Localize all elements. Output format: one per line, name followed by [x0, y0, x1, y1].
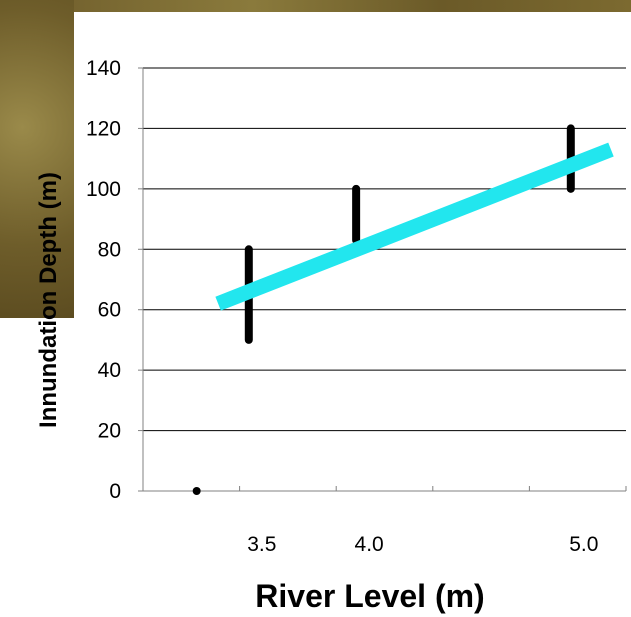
x-axis-title: River Level (m) [255, 578, 484, 614]
y-tick-labels: 0 20 40 60 80 100 120 140 [86, 57, 121, 503]
y-tick-label: 20 [98, 420, 121, 443]
y-tick-label: 60 [98, 299, 121, 322]
trend-line-group [215, 142, 614, 311]
x-tick-label: 5.0 [569, 533, 598, 556]
y-axis-title: Innundation Depth (m) [35, 172, 62, 428]
y-tick-label: 140 [86, 57, 121, 80]
background-texture-top [0, 0, 631, 12]
y-tick-label: 80 [98, 238, 121, 261]
data-points [192, 487, 201, 495]
y-tick-label: 0 [109, 480, 121, 503]
x-tick-label: 3.5 [247, 533, 276, 556]
data-point [192, 487, 201, 495]
grid-lines [143, 67, 626, 432]
y-tick-label: 100 [86, 178, 121, 201]
trend-line [215, 142, 614, 311]
x-tick-label: 4.0 [355, 533, 384, 556]
x-tick-labels: 3.5 4.0 5.0 [247, 533, 598, 556]
chart-panel-lower [0, 318, 74, 617]
axes [138, 67, 627, 492]
y-tick-label: 40 [98, 359, 121, 382]
y-tick-label: 120 [86, 117, 121, 140]
chart-panel [74, 12, 631, 617]
background-texture-left [0, 0, 74, 318]
